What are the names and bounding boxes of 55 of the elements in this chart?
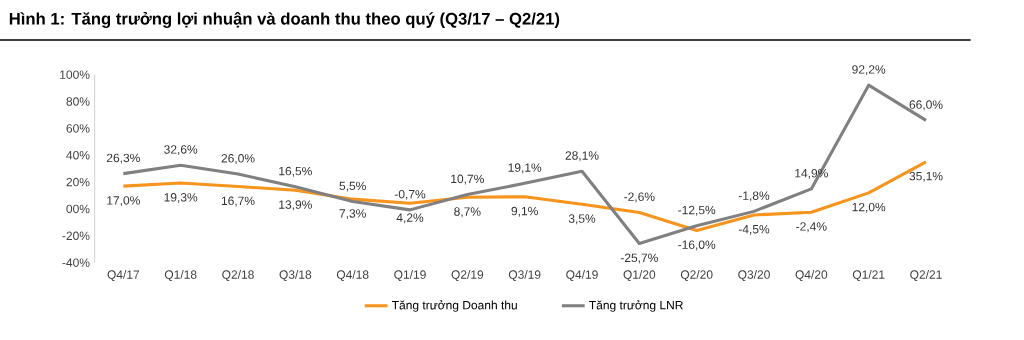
- data-label: -0,7%: [394, 189, 426, 200]
- data-label: 92,2%: [852, 65, 886, 76]
- y-tick-label: 60%: [66, 124, 90, 133]
- data-label: 13,9%: [279, 200, 312, 211]
- chart-title: Hình 1: Tăng trưởng lợi nhuận và doanh thu theo quý (Q3/17 – Q2/21): [9, 12, 560, 28]
- data-label: 66,0%: [909, 100, 943, 111]
- x-tick-label: Q1/18: [164, 270, 197, 281]
- data-label: 3,5%: [568, 214, 596, 225]
- y-tick-label: -40%: [62, 258, 90, 267]
- data-label: -1,8%: [738, 191, 770, 202]
- x-tick-label: Q2/20: [680, 270, 713, 281]
- legend-label: Tăng trưởng LNR: [589, 300, 683, 312]
- x-tick-label: Q3/18: [279, 270, 312, 281]
- x-tick-label: Q4/17: [107, 270, 140, 281]
- data-label: -2,4%: [796, 222, 827, 233]
- data-label: 16,7%: [221, 196, 255, 207]
- x-tick-label: Q2/21: [910, 270, 942, 281]
- data-label: 32,6%: [164, 145, 198, 156]
- x-tick-label: Q3/20: [738, 270, 770, 281]
- data-label: 19,3%: [164, 193, 198, 203]
- data-label: 10,7%: [451, 174, 484, 185]
- x-tick-label: Q1/21: [852, 270, 885, 281]
- y-tick-label: 40%: [66, 150, 90, 160]
- data-label: 12,0%: [852, 202, 886, 213]
- data-label: 35,1%: [909, 171, 943, 182]
- data-label: -12,5%: [678, 205, 716, 216]
- x-tick-label: Q1/19: [394, 270, 426, 281]
- data-label: 26,3%: [106, 153, 140, 164]
- x-tick-label: Q2/18: [222, 270, 254, 281]
- data-label: 5,5%: [339, 181, 366, 192]
- data-label: 16,5%: [279, 166, 312, 177]
- data-label: -16,0%: [678, 240, 716, 251]
- data-label: 4,2%: [396, 213, 424, 224]
- data-label: 9,1%: [511, 206, 538, 217]
- data-label: 28,1%: [565, 151, 599, 162]
- x-tick-label: Q1/20: [623, 270, 656, 281]
- data-label: 8,7%: [454, 207, 481, 218]
- x-tick-label: Q4/20: [795, 270, 828, 281]
- data-label: -2,6%: [624, 192, 655, 203]
- x-tick-label: Q4/19: [566, 270, 598, 281]
- data-label: 17,0%: [107, 196, 140, 207]
- y-tick-label: 80%: [66, 97, 90, 106]
- y-tick-label: -20%: [62, 231, 90, 241]
- data-label: 26,0%: [221, 154, 255, 164]
- x-tick-label: Q3/19: [508, 270, 541, 281]
- y-tick-label: 20%: [66, 177, 90, 187]
- x-tick-label: Q2/19: [451, 270, 484, 281]
- x-tick-label: Q4/18: [336, 270, 369, 281]
- data-label: 7,3%: [339, 209, 366, 220]
- data-label: -25,7%: [620, 253, 658, 264]
- data-label: 19,1%: [508, 163, 542, 174]
- data-label: -4,5%: [738, 225, 770, 235]
- legend-label: Tăng trưởng Doanh thu: [391, 300, 517, 312]
- y-tick-label: 00%: [66, 204, 90, 214]
- y-tick-label: 100%: [60, 70, 90, 79]
